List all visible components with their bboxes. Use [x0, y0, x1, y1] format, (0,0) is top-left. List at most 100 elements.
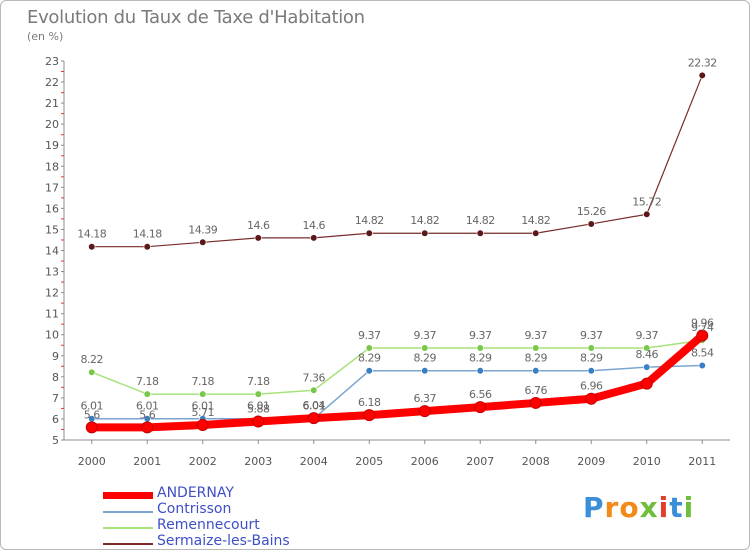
data-label: 14.82 — [355, 214, 384, 227]
data-point — [587, 220, 595, 228]
data-label: 5.71 — [192, 406, 215, 419]
data-label: 14.6 — [303, 219, 326, 232]
data-point — [643, 363, 651, 371]
data-label: 9.37 — [358, 329, 381, 342]
legend-label: ANDERNAY — [157, 485, 234, 501]
data-label: 8.29 — [469, 352, 492, 365]
data-point — [88, 368, 96, 376]
x-tick-label: 2011 — [688, 455, 716, 468]
data-point — [476, 344, 484, 352]
data-point — [141, 421, 154, 434]
x-tick-label: 2006 — [411, 455, 439, 468]
data-point — [529, 396, 542, 409]
data-label: 8.46 — [636, 348, 659, 361]
y-tick-label: 22 — [45, 76, 59, 89]
data-label: 6.96 — [580, 380, 603, 393]
x-tick-label: 2001 — [133, 455, 161, 468]
data-point — [587, 344, 595, 352]
series-line-andernay — [87, 331, 707, 432]
x-tick-label: 2003 — [244, 455, 272, 468]
data-point — [143, 390, 151, 398]
data-point — [365, 229, 373, 237]
data-point — [698, 71, 706, 79]
legend-label: Sermaize-les-Bains — [157, 533, 290, 549]
legend-label: Remennecourt — [157, 517, 260, 533]
data-label: 14.6 — [247, 219, 270, 232]
data-point — [365, 344, 373, 352]
y-tick-label: 19 — [45, 139, 59, 152]
data-label: 9.37 — [580, 329, 603, 342]
y-tick-label: 6 — [52, 413, 59, 426]
y-tick-label: 20 — [45, 118, 59, 131]
logo-letter: t — [669, 491, 684, 524]
y-tick-label: 10 — [45, 329, 59, 342]
data-point — [196, 419, 209, 432]
x-tick-label: 2002 — [189, 455, 217, 468]
data-label: 9.37 — [636, 329, 659, 342]
y-tick-label: 16 — [45, 202, 59, 215]
data-label: 15.72 — [632, 195, 661, 208]
data-point — [365, 367, 373, 375]
data-point — [88, 243, 96, 251]
series-line-contrisson — [91, 364, 703, 420]
y-tick-label: 13 — [45, 266, 59, 279]
y-tick-label: 15 — [45, 223, 59, 236]
data-label: 7.18 — [136, 375, 159, 388]
data-label: 6.76 — [525, 384, 548, 397]
x-tick-label: 2007 — [466, 455, 494, 468]
data-label: 8.29 — [525, 352, 548, 365]
proxiti-logo: Proxiti — [583, 491, 694, 524]
data-label: 14.82 — [521, 214, 550, 227]
data-point — [643, 210, 651, 218]
data-label: 9.74 — [691, 321, 714, 334]
data-point — [640, 377, 653, 390]
logo-letter: x — [639, 491, 659, 524]
data-label: 6.37 — [414, 392, 437, 405]
chart-title: Evolution du Taux de Taxe d'Habitation — [27, 7, 365, 28]
data-label: 14.82 — [410, 214, 439, 227]
data-label: 14.18 — [133, 228, 162, 241]
data-label: 8.29 — [358, 352, 381, 365]
data-point — [421, 367, 429, 375]
x-tick-label: 2009 — [577, 455, 605, 468]
data-label: 7.36 — [303, 371, 326, 384]
series-line-remennecourt — [91, 339, 703, 395]
chart-subtitle: (en %) — [27, 30, 64, 43]
data-point — [418, 405, 431, 418]
data-label: 8.29 — [580, 352, 603, 365]
data-point — [143, 243, 151, 251]
y-tick-label: 23 — [45, 55, 59, 68]
data-point — [532, 367, 540, 375]
data-label: 14.39 — [188, 223, 217, 236]
data-label: 8.29 — [414, 352, 437, 365]
logo-letter: P — [583, 491, 605, 524]
data-label: 8.22 — [81, 353, 104, 366]
data-point — [307, 412, 320, 425]
legend-swatch — [103, 511, 153, 513]
data-point — [254, 390, 262, 398]
logo-letter: o — [619, 491, 640, 524]
data-point — [363, 409, 376, 422]
legend-label: Contrisson — [157, 501, 232, 517]
x-tick-label: 2010 — [633, 455, 661, 468]
data-label: 5.88 — [247, 402, 270, 415]
x-tick-label: 2000 — [78, 455, 106, 468]
data-point — [698, 361, 706, 370]
data-point — [310, 234, 318, 242]
y-tick-label: 8 — [52, 371, 59, 384]
logo-letter: i — [658, 491, 670, 524]
data-label: 8.54 — [691, 346, 714, 359]
y-tick-label: 5 — [52, 434, 59, 447]
data-label: 6.04 — [303, 399, 326, 412]
data-label: 14.82 — [466, 214, 495, 227]
data-label: 6.01 — [136, 400, 159, 413]
series-line-sermaize-les-bains — [91, 74, 703, 248]
y-tick-label: 21 — [45, 97, 59, 110]
y-tick-label: 7 — [52, 392, 59, 405]
data-point — [474, 401, 487, 414]
data-point — [643, 344, 651, 352]
x-tick-label: 2008 — [522, 455, 550, 468]
data-point — [252, 415, 265, 428]
y-tick-label: 11 — [45, 308, 59, 321]
